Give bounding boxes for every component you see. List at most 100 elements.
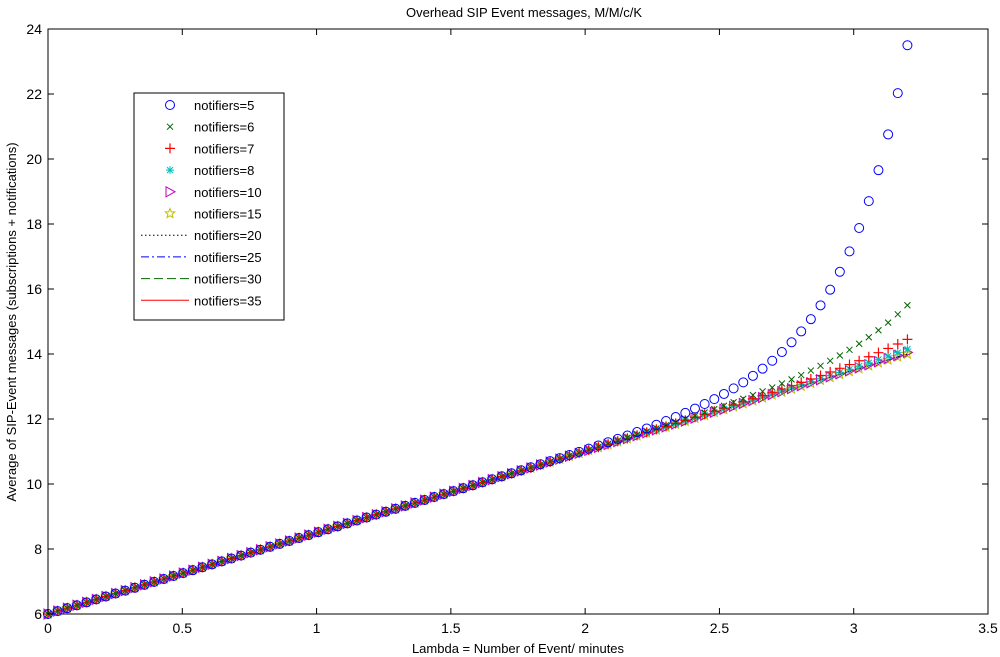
legend-label: notifiers=5	[194, 98, 254, 113]
series-notifiers-6	[44, 301, 911, 618]
legend-label: notifiers=35	[194, 293, 262, 308]
data-point	[508, 470, 515, 477]
data-point	[54, 607, 62, 615]
data-point	[324, 525, 332, 533]
data-point	[121, 587, 129, 594]
legend-item: notifiers=7	[165, 141, 254, 156]
data-point	[826, 357, 834, 365]
data-point	[593, 440, 604, 451]
data-point	[81, 597, 92, 608]
data-point	[865, 333, 873, 341]
data-point	[672, 418, 680, 426]
data-point	[854, 355, 865, 366]
data-point	[710, 405, 718, 413]
data-point	[767, 387, 778, 398]
legend-label: notifiers=15	[194, 207, 262, 222]
x-tick-label: 0.5	[173, 620, 193, 636]
data-point	[129, 582, 140, 593]
y-tick-label: 18	[26, 216, 42, 232]
data-point	[236, 550, 247, 561]
data-point	[187, 565, 198, 576]
data-point	[371, 509, 382, 520]
data-point	[150, 578, 158, 586]
data-point	[796, 326, 807, 337]
data-point	[718, 388, 729, 399]
data-point	[467, 480, 478, 491]
y-axis-label: Average of SIP-Event messages (subscript…	[4, 142, 19, 501]
data-point	[844, 359, 855, 370]
legend-item: notifiers=30	[141, 272, 262, 287]
data-point	[604, 440, 612, 448]
data-point	[207, 559, 218, 570]
data-point	[738, 377, 749, 388]
data-point	[902, 334, 913, 345]
data-point	[131, 584, 139, 592]
data-point	[661, 421, 672, 432]
data-point	[91, 594, 102, 605]
data-point	[294, 533, 305, 544]
data-point	[459, 484, 467, 492]
legend-item: notifiers=20	[141, 228, 262, 243]
y-tick-label: 10	[26, 476, 42, 492]
data-point	[429, 492, 440, 503]
y-tick-label: 14	[26, 346, 42, 362]
data-point	[894, 310, 902, 318]
data-point	[73, 601, 81, 609]
data-point	[863, 196, 874, 207]
data-point	[883, 129, 894, 140]
data-point	[893, 348, 902, 357]
data-point	[440, 490, 448, 498]
data-point	[477, 477, 488, 488]
data-point	[141, 581, 148, 589]
y-tick-label: 22	[26, 86, 42, 102]
legend-box	[133, 92, 285, 321]
data-point	[197, 562, 208, 573]
data-point	[342, 518, 353, 529]
data-point	[815, 370, 826, 381]
data-point	[160, 575, 168, 583]
x-tick-label: 3	[850, 620, 858, 636]
data-point	[689, 412, 700, 423]
data-point	[102, 593, 110, 600]
y-tick-label: 20	[26, 151, 42, 167]
data-point	[670, 418, 681, 429]
data-point	[776, 384, 787, 395]
data-point	[817, 362, 824, 370]
data-point	[488, 476, 496, 483]
data-point	[165, 100, 175, 110]
data-point	[585, 446, 593, 454]
data-point	[759, 388, 766, 395]
data-point	[380, 506, 391, 517]
data-point	[884, 319, 892, 326]
data-point	[546, 458, 554, 466]
data-point	[274, 538, 285, 549]
data-point	[149, 576, 160, 587]
data-point	[786, 337, 797, 348]
data-point	[834, 266, 845, 277]
data-point	[83, 598, 90, 606]
data-point	[353, 517, 361, 524]
data-point	[641, 423, 652, 434]
x-tick-label: 2.5	[710, 620, 730, 636]
data-point	[864, 358, 873, 367]
data-point	[527, 464, 535, 472]
data-point	[699, 409, 710, 420]
legend-label: notifiers=25	[194, 250, 262, 265]
data-point	[257, 546, 264, 554]
data-point	[788, 376, 795, 383]
x-tick-label: 1	[313, 620, 321, 636]
data-point	[332, 521, 343, 532]
data-point	[323, 524, 334, 535]
data-point	[295, 534, 303, 542]
data-point	[266, 543, 274, 551]
data-point	[71, 600, 82, 611]
data-point	[768, 384, 776, 391]
data-point	[92, 596, 100, 603]
data-point	[776, 347, 787, 358]
data-point	[525, 462, 536, 473]
series-notifiers-5	[43, 40, 913, 619]
data-point	[739, 395, 747, 403]
data-point	[438, 489, 449, 500]
y-tick-label: 6	[34, 606, 42, 622]
data-point	[228, 555, 235, 562]
